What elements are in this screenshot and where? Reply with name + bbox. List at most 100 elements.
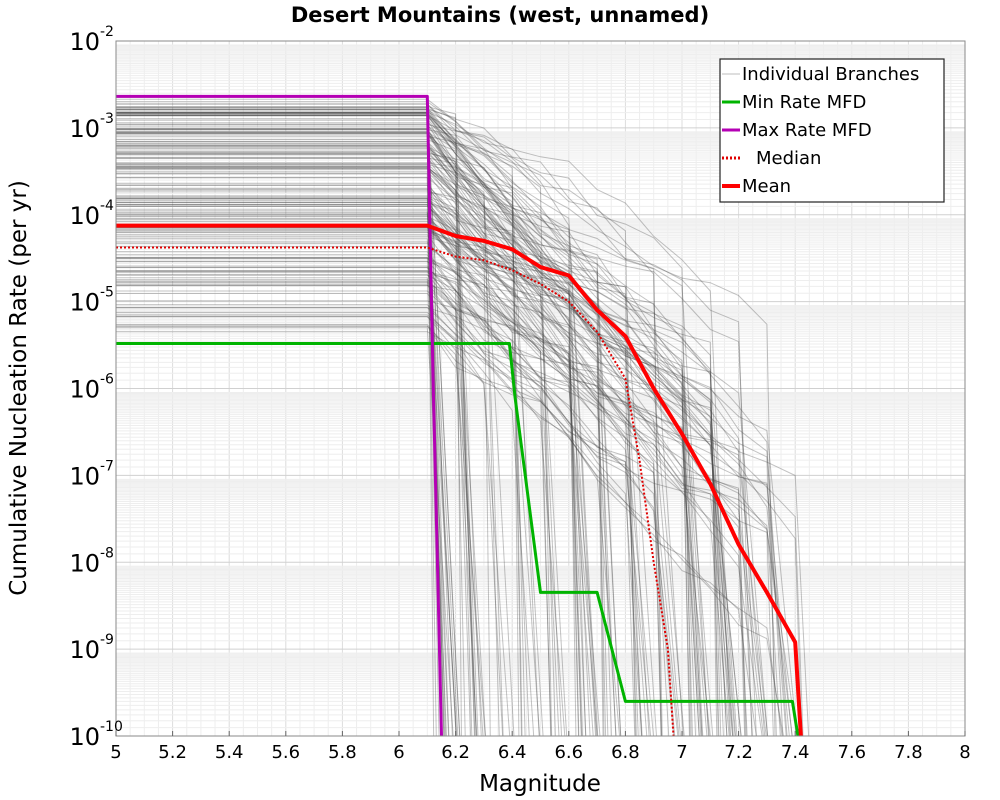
branch-line — [116, 162, 719, 736]
y-tick-exponent: -2 — [100, 24, 114, 40]
x-tick-label: 6.8 — [611, 742, 640, 763]
branch-line — [116, 184, 734, 736]
branch-line — [116, 198, 584, 736]
branch-line — [116, 241, 617, 736]
branch-line — [116, 293, 783, 736]
branch-line — [116, 112, 714, 736]
branch-line — [116, 279, 643, 736]
series-line-min-rate-mfd — [116, 342, 800, 736]
branch-line — [116, 135, 753, 736]
y-tick-exponent: -10 — [100, 719, 123, 735]
y-tick-label: 10 — [69, 28, 100, 56]
branch-line — [116, 166, 657, 736]
branch-line — [116, 184, 582, 736]
branch-line — [116, 226, 580, 736]
branch-line — [116, 154, 724, 736]
x-tick-label: 5.8 — [328, 742, 357, 763]
branch-line — [116, 311, 478, 736]
branch-line — [116, 115, 684, 736]
branch-line — [116, 327, 454, 736]
branch-line — [116, 172, 790, 736]
branch-line — [116, 157, 804, 736]
branch-line — [116, 145, 476, 736]
branch-line — [116, 307, 552, 736]
branch-line — [116, 141, 642, 736]
x-tick-label: 7.8 — [894, 742, 923, 763]
x-tick-label: 6.6 — [554, 742, 583, 763]
branch-line — [116, 199, 798, 736]
branch-line — [116, 229, 580, 736]
series-line-mean — [116, 223, 803, 736]
x-tick-label: 8 — [959, 742, 970, 763]
y-tick-label: 10 — [69, 115, 100, 143]
branch-line — [116, 118, 597, 736]
x-tick-label: 5 — [110, 742, 121, 763]
branch-line — [116, 107, 482, 736]
branch-line — [116, 234, 685, 736]
branch-line — [116, 122, 788, 736]
y-tick-exponent: -7 — [100, 458, 114, 474]
branch-line — [116, 307, 643, 736]
x-tick-label: 7.4 — [781, 742, 810, 763]
branch-line — [116, 215, 803, 736]
branch-line — [116, 197, 457, 736]
branch-line — [116, 229, 487, 736]
y-tick-label: 10 — [69, 549, 100, 577]
branch-line — [116, 144, 587, 736]
branch-line — [116, 152, 798, 736]
branch-line — [116, 157, 690, 736]
branch-line — [116, 147, 757, 736]
branch-line — [116, 242, 730, 736]
y-tick-exponent: -3 — [100, 111, 114, 127]
y-tick-exponent: -4 — [100, 198, 114, 214]
branch-line — [116, 109, 599, 736]
x-tick-label: 6.4 — [498, 742, 527, 763]
branch-line — [116, 101, 692, 736]
y-tick-exponent: -9 — [100, 632, 114, 648]
y-tick-label: 10 — [69, 636, 100, 664]
x-tick-label: 5.4 — [215, 742, 244, 763]
branch-line — [116, 331, 784, 736]
branch-line — [116, 109, 697, 736]
branch-line — [116, 201, 691, 736]
branch-line — [116, 151, 504, 736]
branch-line — [116, 220, 742, 736]
branch-line — [116, 171, 544, 736]
branch-line — [116, 224, 711, 736]
y-tick-label: 10 — [69, 376, 100, 404]
series-lines — [116, 94, 803, 736]
branch-line — [116, 202, 583, 736]
branch-line — [116, 130, 784, 736]
branch-line — [116, 257, 458, 736]
branch-line — [116, 315, 511, 736]
branch-line — [116, 133, 731, 736]
branch-line — [116, 224, 781, 736]
branch-line — [116, 132, 479, 736]
x-tick-label: 6 — [393, 742, 404, 763]
y-tick-label: 10 — [69, 723, 100, 751]
plot-frame — [115, 40, 966, 737]
branch-line — [116, 211, 457, 736]
x-tick-label: 5.6 — [271, 742, 300, 763]
branch-line — [116, 267, 566, 736]
branch-line — [116, 148, 777, 736]
branch-line — [116, 133, 515, 736]
branch-line — [116, 251, 793, 736]
branch-line — [116, 325, 675, 736]
branch-line — [116, 113, 523, 736]
branch-line — [116, 133, 526, 736]
legend: Individual Branches Min Rate MFD Max Rate … — [719, 58, 945, 203]
plot-layer — [116, 94, 810, 736]
legend-box — [719, 58, 945, 203]
x-axis-label: Magnitude — [479, 771, 601, 797]
branch-line — [116, 163, 473, 736]
branch-line — [116, 254, 763, 736]
branch-line — [116, 282, 636, 736]
legend-label: Median — [756, 148, 821, 169]
branch-line — [116, 125, 604, 736]
branch-line — [116, 128, 605, 736]
y-tick-exponent: -5 — [100, 285, 114, 301]
branch-line — [116, 212, 560, 736]
legend-label: Max Rate MFD — [742, 120, 872, 141]
